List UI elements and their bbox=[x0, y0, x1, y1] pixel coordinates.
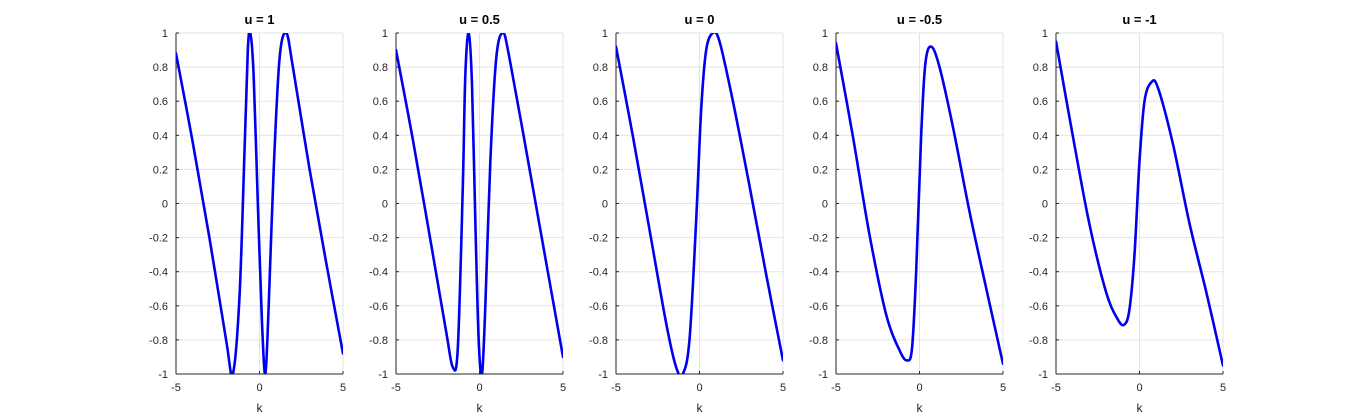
y-tick-label: 0.2 bbox=[593, 164, 608, 176]
y-tick-label: -0.2 bbox=[1029, 233, 1048, 245]
subplot-title: u = 0.5 bbox=[459, 12, 500, 27]
y-tick-label: 0.6 bbox=[153, 96, 168, 108]
subplot-title: u = -1 bbox=[1122, 12, 1156, 27]
y-tick-label: 1 bbox=[162, 28, 168, 40]
y-tick-label: -0.8 bbox=[1029, 335, 1048, 347]
y-tick-label: -0.2 bbox=[589, 233, 608, 245]
x-tick-label: -5 bbox=[1051, 382, 1061, 394]
y-tick-label: 0.8 bbox=[153, 62, 168, 74]
y-tick-label: 0.8 bbox=[593, 62, 608, 74]
y-tick-label: 0 bbox=[822, 199, 828, 211]
y-tick-label: -0.4 bbox=[369, 267, 388, 279]
y-tick-label: -0.2 bbox=[149, 233, 168, 245]
y-tick-label: 0.6 bbox=[373, 96, 388, 108]
y-tick-label: -1 bbox=[1038, 369, 1048, 381]
y-tick-label: -0.4 bbox=[809, 267, 828, 279]
y-tick-label: -0.6 bbox=[1029, 301, 1048, 313]
subplot-2: 1 0.8 0.6 0.4 0.2 0 -0.2 -0.4 -0.6 -0.8 -1-5 0 5 u = … bbox=[369, 12, 566, 415]
x-tick-label: 5 bbox=[780, 382, 786, 394]
y-tick-label: 0.8 bbox=[813, 62, 828, 74]
y-tick-label: -0.8 bbox=[809, 335, 828, 347]
y-tick-label: 0.6 bbox=[593, 96, 608, 108]
subplot-4: 1 0.8 0.6 0.4 0.2 0 -0.2 -0.4 -0.6 -0.8 -1-5 0 5 u = … bbox=[809, 12, 1006, 415]
y-tick-label: -0.2 bbox=[369, 233, 388, 245]
x-tick-label: -5 bbox=[391, 382, 401, 394]
x-tick-label: -5 bbox=[831, 382, 841, 394]
y-tick-label: -0.4 bbox=[589, 267, 608, 279]
x-tick-label: 5 bbox=[340, 382, 346, 394]
y-tick-label: -0.6 bbox=[149, 301, 168, 313]
y-tick-label: -0.6 bbox=[589, 301, 608, 313]
series-line bbox=[396, 33, 563, 374]
y-tick-label: 1 bbox=[602, 28, 608, 40]
y-tick-label: 0 bbox=[162, 199, 168, 211]
y-tick-label: -0.4 bbox=[1029, 267, 1048, 279]
y-tick-label: -0.6 bbox=[369, 301, 388, 313]
x-tick-label: 5 bbox=[560, 382, 566, 394]
subplot-5: 1 0.8 0.6 0.4 0.2 0 -0.2 -0.4 -0.6 -0.8 -1-5 0 5 u = … bbox=[1029, 12, 1226, 415]
y-tick-label: 0.4 bbox=[373, 130, 388, 142]
subplot-1: 1 0.8 0.6 0.4 0.2 0 -0.2 -0.4 -0.6 -0.8 -1-5 0 5 u = … bbox=[149, 12, 346, 415]
series-line bbox=[836, 41, 1003, 366]
x-tick-label: -5 bbox=[611, 382, 621, 394]
subplot-title: u = 1 bbox=[245, 12, 275, 27]
series-line bbox=[616, 33, 783, 374]
x-tick-label: 5 bbox=[1220, 382, 1226, 394]
x-tick-label: 0 bbox=[1136, 382, 1142, 394]
y-tick-label: 0.6 bbox=[1033, 96, 1048, 108]
subplot-title: u = -0.5 bbox=[897, 12, 942, 27]
y-tick-label: 0.2 bbox=[373, 164, 388, 176]
x-tick-label: 5 bbox=[1000, 382, 1006, 394]
series-line bbox=[176, 33, 343, 374]
x-tick-label: 0 bbox=[256, 382, 262, 394]
x-tick-label: 0 bbox=[916, 382, 922, 394]
y-tick-label: 0.6 bbox=[813, 96, 828, 108]
y-tick-label: 0 bbox=[602, 199, 608, 211]
y-tick-label: 1 bbox=[382, 28, 388, 40]
y-tick-label: 1 bbox=[1042, 28, 1048, 40]
y-tick-label: 0 bbox=[382, 199, 388, 211]
subplot-3: 1 0.8 0.6 0.4 0.2 0 -0.2 -0.4 -0.6 -0.8 -1-5 0 5 u = … bbox=[589, 12, 786, 415]
y-tick-label: -0.4 bbox=[149, 267, 168, 279]
y-tick-label: -0.2 bbox=[809, 233, 828, 245]
y-tick-label: 0.2 bbox=[1033, 164, 1048, 176]
y-tick-label: -0.8 bbox=[369, 335, 388, 347]
x-axis-label: k bbox=[697, 401, 704, 415]
x-axis-label: k bbox=[257, 401, 264, 415]
y-tick-label: 0.4 bbox=[593, 130, 608, 142]
y-tick-label: 0.4 bbox=[813, 130, 828, 142]
y-tick-label: 0.4 bbox=[153, 130, 168, 142]
x-axis-label: k bbox=[917, 401, 924, 415]
y-tick-label: -0.6 bbox=[809, 301, 828, 313]
y-tick-label: 0 bbox=[1042, 199, 1048, 211]
y-tick-label: 0.8 bbox=[1033, 62, 1048, 74]
y-tick-label: -0.8 bbox=[149, 335, 168, 347]
x-tick-label: -5 bbox=[171, 382, 181, 394]
x-tick-label: 0 bbox=[696, 382, 702, 394]
y-tick-label: 0.4 bbox=[1033, 130, 1048, 142]
series-line bbox=[1056, 40, 1223, 367]
y-tick-label: 0.2 bbox=[813, 164, 828, 176]
x-tick-label: 0 bbox=[476, 382, 482, 394]
x-axis-label: k bbox=[477, 401, 484, 415]
y-tick-label: 1 bbox=[822, 28, 828, 40]
y-tick-label: -1 bbox=[598, 369, 608, 381]
y-tick-label: -1 bbox=[158, 369, 168, 381]
y-tick-label: 0.2 bbox=[153, 164, 168, 176]
subplot-title: u = 0 bbox=[685, 12, 715, 27]
y-tick-label: -0.8 bbox=[589, 335, 608, 347]
y-tick-label: -1 bbox=[378, 369, 388, 381]
y-tick-label: 0.8 bbox=[373, 62, 388, 74]
y-tick-label: -1 bbox=[818, 369, 828, 381]
x-axis-label: k bbox=[1137, 401, 1144, 415]
